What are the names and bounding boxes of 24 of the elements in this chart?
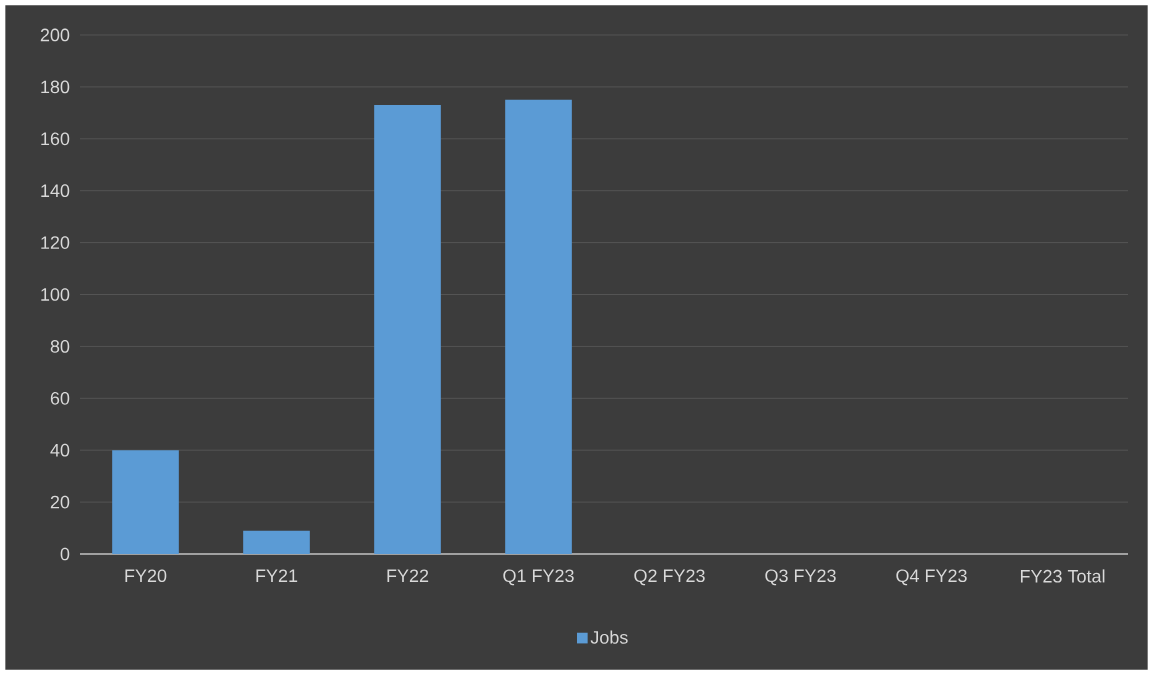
x-tick-label: FY22 bbox=[387, 569, 429, 582]
x-tick-label: FY23 Total bbox=[1020, 569, 1105, 583]
x-tick-label: Q2 FY23 bbox=[634, 569, 705, 586]
y-tick-label: 20 bbox=[50, 495, 70, 509]
y-tick-label: 100 bbox=[41, 288, 70, 301]
y-tick-label: 200 bbox=[40, 28, 70, 42]
x-tick-label: Q4 FY23 bbox=[896, 569, 967, 586]
y-tick-label: 80 bbox=[50, 340, 70, 353]
y-tick-label: 160 bbox=[41, 132, 70, 146]
bar bbox=[374, 105, 441, 554]
y-tick-label: 140 bbox=[41, 184, 70, 198]
bar bbox=[112, 450, 179, 554]
y-tick-label: 180 bbox=[41, 80, 70, 94]
bar bbox=[243, 530, 310, 554]
y-tick-label: 60 bbox=[50, 391, 70, 405]
y-tick-label: 40 bbox=[50, 443, 70, 457]
x-tick-label: FY20 bbox=[125, 569, 167, 583]
y-tick-label: 0 bbox=[60, 547, 70, 561]
bar bbox=[505, 99, 572, 554]
x-tick-label: Q3 FY23 bbox=[765, 569, 836, 586]
x-tick-label: Q1 FY23 bbox=[503, 569, 574, 586]
y-tick-label: 120 bbox=[41, 236, 70, 249]
x-tick-label: FY21 bbox=[256, 569, 298, 582]
legend-label: Jobs bbox=[590, 630, 628, 644]
